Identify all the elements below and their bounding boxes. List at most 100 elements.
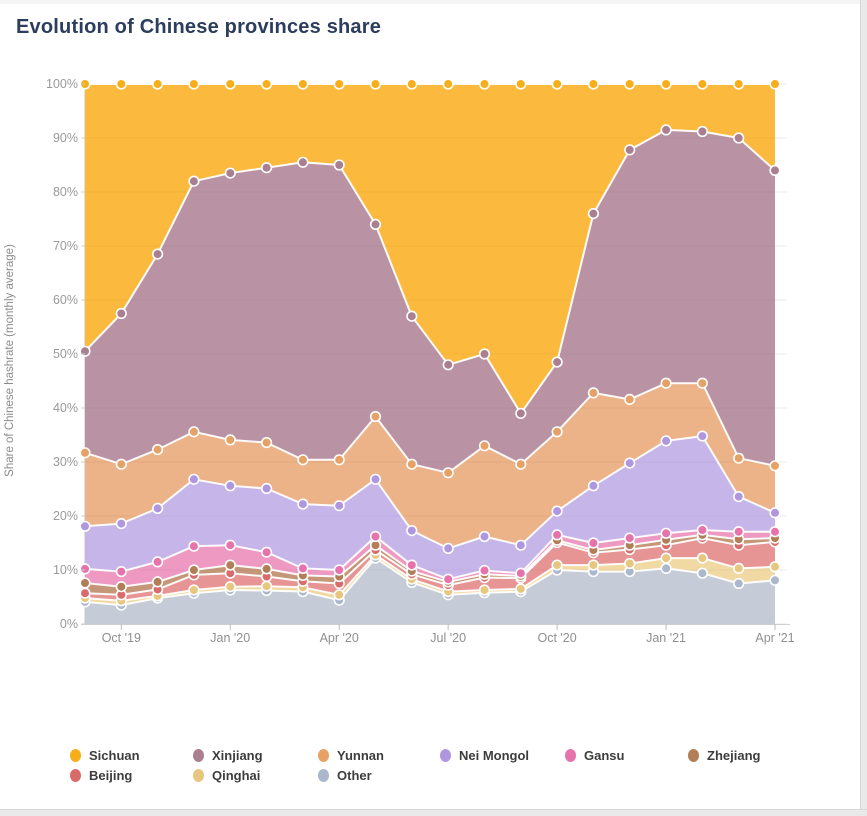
data-point-qinghai[interactable] (587, 559, 600, 571)
data-point-nei-mongol[interactable] (587, 480, 600, 492)
data-point-xinjiang[interactable] (224, 167, 236, 179)
legend-item-beijing[interactable]: Beijing (70, 768, 193, 783)
data-point-xinjiang[interactable] (188, 175, 200, 187)
data-point-nei-mongol[interactable] (442, 542, 454, 555)
data-point-yunnan[interactable] (515, 458, 527, 470)
data-point-qinghai[interactable] (224, 581, 236, 593)
data-point-zhejiang[interactable] (79, 577, 91, 589)
data-point-gansu[interactable] (261, 546, 273, 558)
data-point-yunnan[interactable] (333, 454, 345, 466)
data-point-zhejiang[interactable] (152, 576, 164, 588)
data-point-gansu[interactable] (660, 527, 672, 539)
data-point-sichuan[interactable] (115, 78, 127, 90)
area-band-beijing[interactable] (85, 538, 775, 601)
data-point-gansu[interactable] (733, 526, 745, 538)
data-point-gansu[interactable] (224, 539, 236, 551)
data-point-sichuan[interactable] (442, 78, 454, 90)
data-point-sichuan[interactable] (660, 78, 672, 90)
data-point-yunnan[interactable] (769, 460, 781, 472)
data-point-sichuan[interactable] (624, 78, 636, 90)
data-point-yunnan[interactable] (696, 377, 709, 389)
legend-item-other[interactable]: Other (318, 768, 440, 783)
legend-item-sichuan[interactable]: Sichuan (70, 748, 193, 763)
data-point-xinjiang[interactable] (79, 345, 91, 357)
data-point-beijing[interactable] (79, 587, 91, 599)
data-point-nei-mongol[interactable] (261, 482, 273, 495)
data-point-gansu[interactable] (515, 567, 527, 579)
data-point-sichuan[interactable] (769, 78, 781, 90)
data-point-other[interactable] (660, 562, 672, 575)
data-point-xinjiang[interactable] (115, 307, 127, 320)
data-point-nei-mongol[interactable] (478, 530, 491, 543)
data-point-gansu[interactable] (152, 556, 164, 568)
data-point-nei-mongol[interactable] (152, 502, 164, 515)
data-point-nei-mongol[interactable] (369, 473, 382, 485)
data-point-xinjiang[interactable] (551, 356, 563, 368)
legend-item-qinghai[interactable]: Qinghai (193, 768, 318, 783)
data-point-sichuan[interactable] (478, 78, 491, 90)
area-band-nei-mongol[interactable] (85, 436, 775, 580)
data-point-xinjiang[interactable] (442, 359, 454, 371)
data-point-xinjiang[interactable] (624, 144, 636, 156)
data-point-zhejiang[interactable] (261, 563, 273, 575)
data-point-nei-mongol[interactable] (79, 520, 91, 532)
data-point-yunnan[interactable] (261, 437, 273, 449)
data-point-nei-mongol[interactable] (224, 480, 236, 492)
data-point-yunnan[interactable] (79, 447, 91, 459)
data-point-gansu[interactable] (769, 526, 781, 538)
data-point-xinjiang[interactable] (152, 248, 164, 260)
data-point-qinghai[interactable] (733, 562, 745, 575)
data-point-yunnan[interactable] (624, 393, 636, 406)
data-point-xinjiang[interactable] (769, 164, 781, 176)
data-point-gansu[interactable] (551, 529, 563, 541)
data-point-qinghai[interactable] (769, 561, 781, 573)
data-point-sichuan[interactable] (551, 78, 563, 90)
data-point-nei-mongol[interactable] (406, 524, 418, 537)
data-point-zhejiang[interactable] (224, 559, 236, 571)
data-point-xinjiang[interactable] (587, 208, 600, 220)
data-point-xinjiang[interactable] (478, 348, 491, 360)
data-point-sichuan[interactable] (333, 78, 345, 90)
data-point-sichuan[interactable] (696, 78, 709, 90)
data-point-yunnan[interactable] (188, 426, 200, 438)
data-point-gansu[interactable] (115, 565, 127, 578)
area-band-gansu[interactable] (85, 530, 775, 587)
data-point-xinjiang[interactable] (261, 162, 273, 174)
data-point-xinjiang[interactable] (406, 310, 418, 322)
data-point-yunnan[interactable] (152, 444, 164, 456)
area-band-xinjiang[interactable] (85, 129, 775, 473)
data-point-nei-mongol[interactable] (624, 457, 636, 469)
data-point-qinghai[interactable] (188, 584, 200, 596)
data-point-sichuan[interactable] (406, 78, 418, 90)
data-point-gansu[interactable] (297, 562, 309, 575)
data-point-zhejiang[interactable] (188, 564, 200, 576)
data-point-sichuan[interactable] (188, 78, 200, 90)
data-point-yunnan[interactable] (297, 454, 309, 466)
data-point-gansu[interactable] (406, 559, 418, 571)
legend-item-yunnan[interactable]: Yunnan (318, 748, 440, 763)
data-point-yunnan[interactable] (442, 467, 454, 479)
data-point-yunnan[interactable] (587, 387, 600, 399)
data-point-zhejiang[interactable] (115, 581, 127, 593)
data-point-qinghai[interactable] (696, 552, 709, 564)
data-point-gansu[interactable] (188, 540, 200, 552)
data-point-xinjiang[interactable] (515, 407, 527, 420)
data-point-gansu[interactable] (696, 524, 709, 536)
data-point-yunnan[interactable] (115, 458, 127, 470)
area-band-yunnan[interactable] (85, 383, 775, 549)
data-point-yunnan[interactable] (660, 377, 672, 389)
area-band-zhejiang[interactable] (85, 534, 775, 595)
legend-item-gansu[interactable]: Gansu (565, 748, 688, 763)
data-point-sichuan[interactable] (369, 78, 382, 90)
data-point-xinjiang[interactable] (696, 125, 709, 138)
area-band-other[interactable] (85, 558, 775, 624)
data-point-gansu[interactable] (369, 530, 382, 543)
data-point-nei-mongol[interactable] (188, 473, 200, 485)
data-point-qinghai[interactable] (660, 552, 672, 564)
data-point-sichuan[interactable] (297, 78, 309, 90)
data-point-yunnan[interactable] (551, 426, 563, 438)
data-point-xinjiang[interactable] (660, 124, 672, 136)
data-point-nei-mongol[interactable] (115, 517, 127, 530)
data-point-qinghai[interactable] (333, 589, 345, 601)
